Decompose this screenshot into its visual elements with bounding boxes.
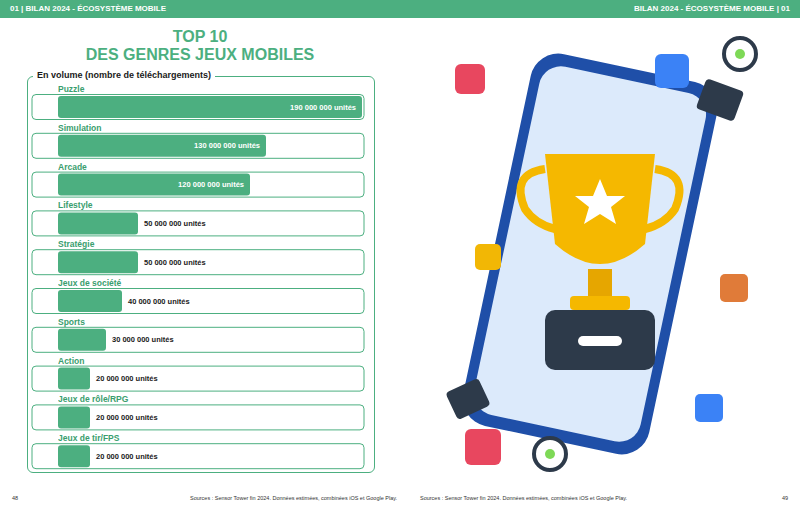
svg-text:Sports: Sports: [58, 317, 85, 327]
svg-text:Stratégie: Stratégie: [58, 239, 95, 249]
html-text:TOP 10 DES GENRES JEUX MOBILES: TOP 10 DES GENRES JEUX MOBILES: [85, 28, 315, 63]
html-text:48: 48: [12, 495, 19, 501]
svg-text:Jeux de rôle/RPG: Jeux de rôle/RPG: [58, 394, 129, 404]
svg-text:120 000 000 unités: 120 000 000 unités: [178, 180, 244, 189]
svg-text:40 000 000 unités: 40 000 000 unités: [128, 297, 190, 306]
svg-text:Action: Action: [58, 356, 84, 366]
svg-text:30 000 000 unités: 30 000 000 unités: [112, 335, 174, 344]
svg-text:20 000 000 unités: 20 000 000 unités: [96, 374, 158, 383]
svg-text:130 000 000 unités: 130 000 000 unités: [194, 141, 260, 150]
html-text:Sources : Sensor Tower fin 202: Sources : Sensor Tower fin 2024. Données…: [190, 495, 398, 501]
html-text:En volume (nombre de télécharg: En volume (nombre de téléchargements): [37, 70, 211, 80]
svg-text:Jeux de tir/FPS: Jeux de tir/FPS: [58, 433, 120, 443]
svg-text:Puzzle: Puzzle: [58, 84, 85, 94]
html-text:49: 49: [781, 495, 788, 501]
svg-text:Jeux de société: Jeux de société: [58, 278, 122, 288]
html-text:01 | BILAN 2024 - ÉCOSYSTÈME M: 01 | BILAN 2024 - ÉCOSYSTÈME MOBILE: [10, 4, 167, 13]
svg-text:20 000 000 unités: 20 000 000 unités: [96, 413, 158, 422]
svg-text:20 000 000 unités: 20 000 000 unités: [96, 452, 158, 461]
svg-text:190 000 000 unités: 190 000 000 unités: [290, 103, 356, 112]
html-text:Sources : Sensor Tower fin 202: Sources : Sensor Tower fin 2024. Données…: [420, 495, 628, 501]
html-text:BILAN 2024 - ÉCOSYSTÈME MOBILE: BILAN 2024 - ÉCOSYSTÈME MOBILE | 01: [633, 4, 790, 13]
svg-text:50 000 000 unités: 50 000 000 unités: [144, 219, 206, 228]
svg-text:Arcade: Arcade: [58, 162, 87, 172]
svg-text:Simulation: Simulation: [58, 123, 101, 133]
svg-text:Lifestyle: Lifestyle: [58, 200, 93, 210]
svg-text:50 000 000 unités: 50 000 000 unités: [144, 258, 206, 267]
